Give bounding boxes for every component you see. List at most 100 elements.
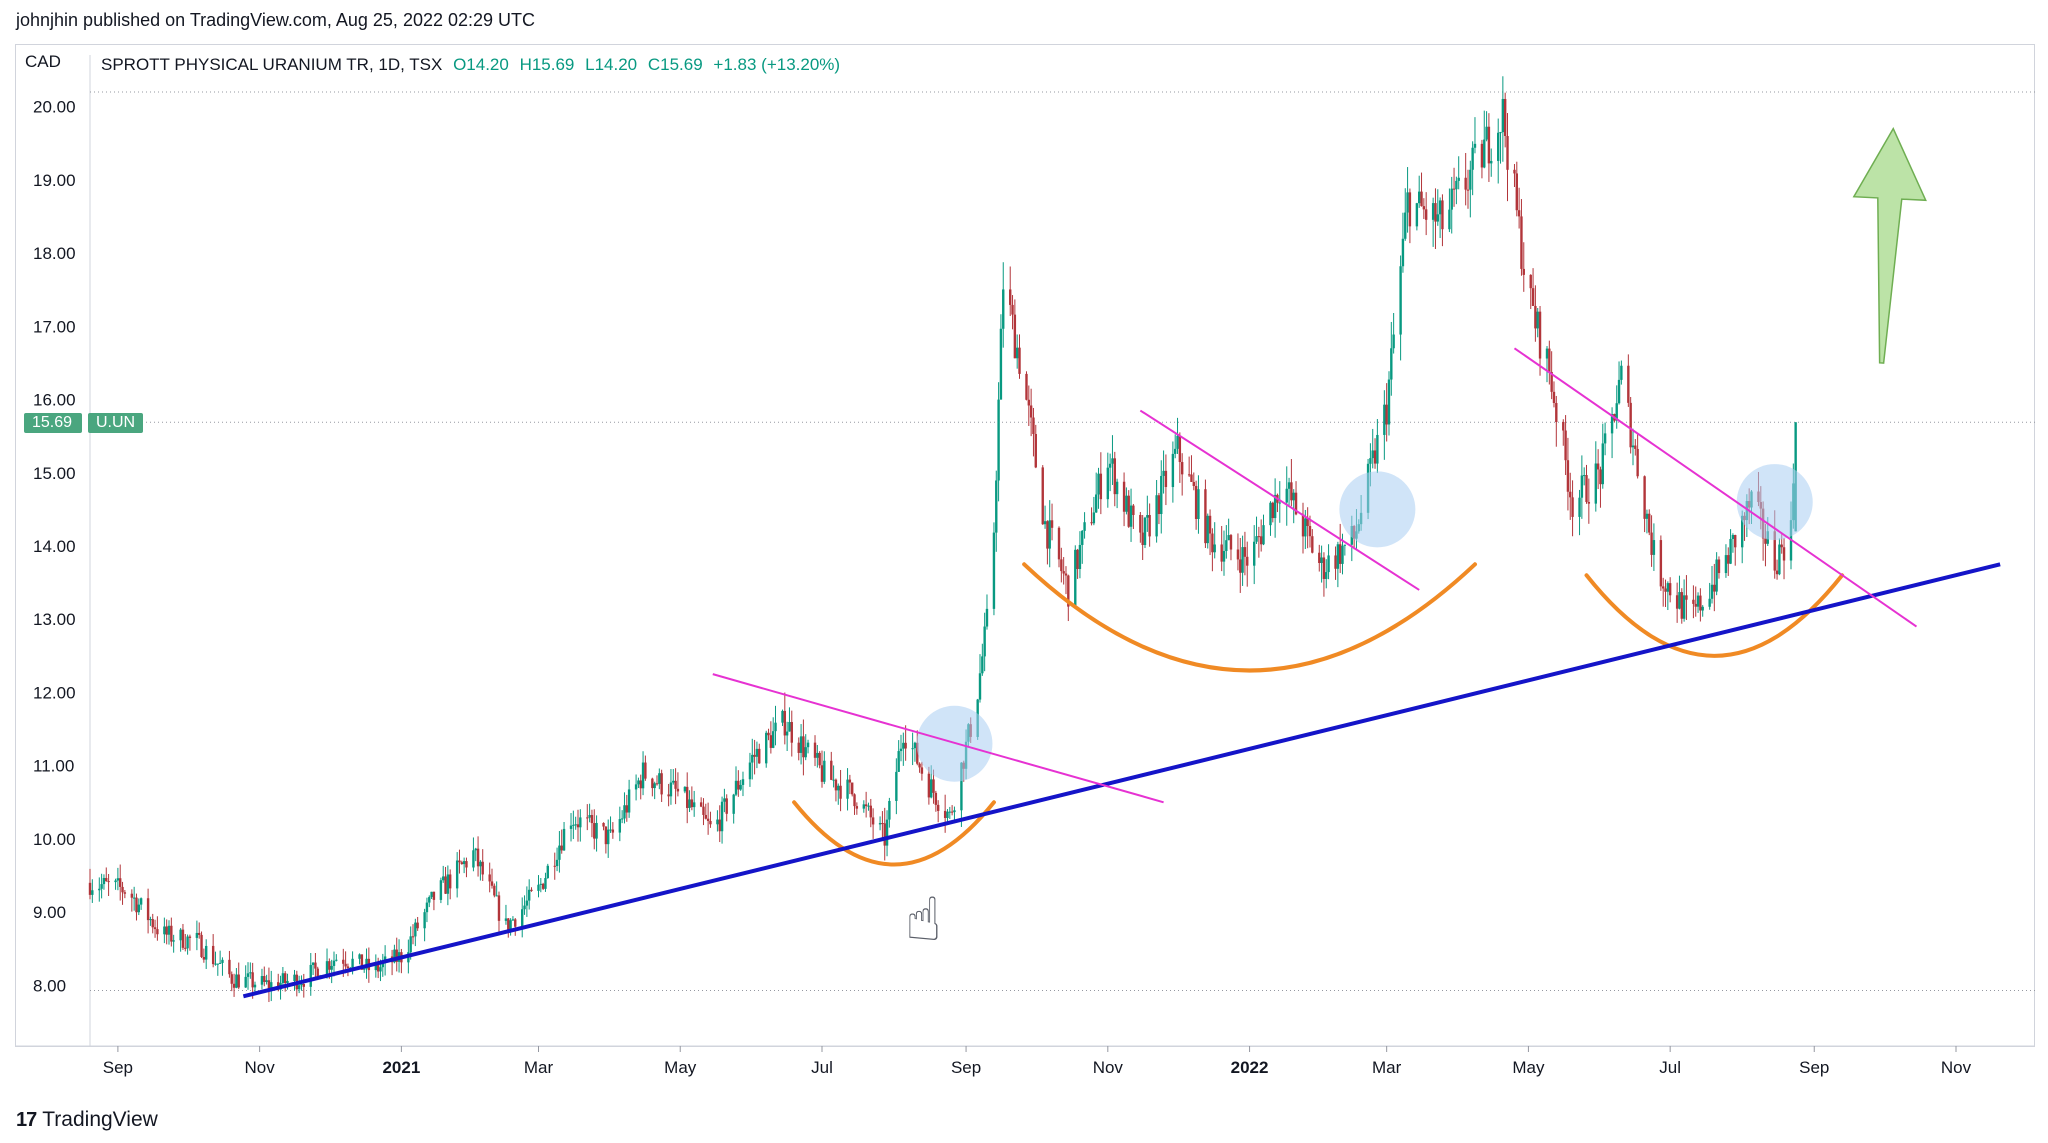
candle-body bbox=[281, 973, 285, 983]
candle-body bbox=[1668, 583, 1672, 596]
resistance-trendline bbox=[1513, 347, 1918, 628]
candle-body bbox=[1694, 603, 1697, 607]
legend-high: H15.69 bbox=[519, 55, 575, 74]
candle-body bbox=[1273, 494, 1277, 519]
candle-body bbox=[1569, 491, 1572, 498]
candle-body bbox=[1204, 489, 1207, 544]
candle-body bbox=[297, 985, 301, 990]
candle-body bbox=[1032, 417, 1035, 434]
candle-body bbox=[1731, 535, 1735, 539]
candle-body bbox=[1060, 559, 1063, 572]
candle-body bbox=[1336, 544, 1340, 569]
legend-symbol[interactable]: SPROTT PHYSICAL URANIUM TR, 1D, TSX bbox=[101, 55, 443, 74]
candle-body bbox=[702, 806, 705, 815]
y-tick-label: 18.00 bbox=[33, 244, 76, 263]
candle-body bbox=[102, 877, 106, 885]
candle-body bbox=[1094, 494, 1098, 513]
candle-body bbox=[527, 889, 531, 901]
x-tick-label: Sep bbox=[951, 1058, 981, 1077]
candle-body bbox=[832, 779, 835, 781]
candle-body bbox=[293, 974, 296, 982]
candle-body bbox=[442, 876, 445, 881]
candle-body bbox=[853, 794, 856, 807]
candle-body bbox=[1318, 552, 1321, 563]
candle-body bbox=[1197, 489, 1200, 519]
candle-body bbox=[572, 824, 575, 826]
candle-body bbox=[544, 878, 547, 889]
candle-body bbox=[802, 736, 805, 758]
candle-body bbox=[1404, 212, 1407, 239]
candle-body bbox=[1057, 527, 1061, 560]
x-tick-label: 2021 bbox=[382, 1058, 420, 1077]
candle-body bbox=[448, 874, 452, 889]
candle-body bbox=[1097, 473, 1100, 495]
candle-body bbox=[1122, 481, 1126, 512]
candle-body bbox=[105, 877, 108, 882]
x-tick-label: Sep bbox=[1799, 1058, 1829, 1077]
candle-body bbox=[439, 880, 443, 900]
candle-body bbox=[948, 811, 951, 813]
candle-body bbox=[1685, 595, 1688, 600]
x-tick-label: Mar bbox=[524, 1058, 554, 1077]
candle-body bbox=[1108, 463, 1112, 468]
candle-body bbox=[1661, 586, 1665, 589]
x-tick-label: Jul bbox=[811, 1058, 833, 1077]
candle-body bbox=[1067, 575, 1070, 607]
candle-body bbox=[546, 865, 549, 879]
candle-body bbox=[804, 747, 807, 758]
candle-body bbox=[1627, 365, 1630, 403]
candle-body bbox=[425, 902, 429, 913]
candle-body bbox=[881, 823, 884, 825]
candle-body bbox=[1013, 314, 1017, 359]
x-tick-label: Sep bbox=[103, 1058, 133, 1077]
candle-body bbox=[1174, 448, 1177, 454]
candle-body bbox=[943, 810, 947, 818]
candle-body bbox=[1211, 533, 1214, 553]
candle-body bbox=[960, 762, 963, 811]
candle-body bbox=[151, 919, 154, 928]
candle-body bbox=[107, 881, 110, 883]
candle-body bbox=[504, 918, 508, 921]
candle-body bbox=[1715, 559, 1718, 592]
candle-body bbox=[1062, 571, 1065, 574]
candle-body bbox=[1383, 404, 1386, 435]
candle-body bbox=[302, 984, 305, 987]
candle-body bbox=[985, 608, 989, 627]
candle-body bbox=[444, 876, 447, 894]
candle-body bbox=[658, 773, 661, 784]
candle-body bbox=[1225, 540, 1228, 552]
candle-body bbox=[1236, 549, 1240, 560]
candle-body bbox=[674, 780, 677, 789]
candle-body bbox=[200, 934, 203, 958]
candle-body bbox=[855, 806, 859, 809]
candle-body bbox=[1325, 572, 1328, 579]
candle-body bbox=[1143, 517, 1147, 546]
candle-body bbox=[1287, 482, 1291, 489]
candle-body bbox=[1615, 403, 1618, 421]
candle-body bbox=[1099, 473, 1103, 500]
candle-body bbox=[1129, 505, 1133, 527]
footer-brand[interactable]: 17 TradingView bbox=[16, 1108, 158, 1132]
candle-body bbox=[783, 710, 787, 736]
resistance-trendline bbox=[1139, 409, 1420, 591]
candle-body bbox=[202, 957, 206, 960]
candle-body bbox=[1634, 445, 1637, 449]
candle-body bbox=[539, 883, 543, 885]
candle-body bbox=[593, 823, 596, 839]
candle-body bbox=[1780, 544, 1783, 548]
candle-body bbox=[1146, 515, 1149, 518]
candle-body bbox=[1469, 169, 1472, 190]
candle-body bbox=[1708, 598, 1711, 607]
candle-body bbox=[913, 742, 917, 749]
candle-body bbox=[1127, 495, 1130, 527]
candle-body bbox=[1192, 481, 1195, 486]
candle-body bbox=[574, 824, 577, 826]
candle-body bbox=[237, 974, 240, 988]
candle-body bbox=[1074, 549, 1077, 607]
candle-body bbox=[790, 722, 793, 743]
candle-body bbox=[918, 763, 921, 768]
candle-body bbox=[995, 480, 998, 533]
candle-body bbox=[1262, 525, 1265, 545]
candle-body bbox=[1601, 443, 1604, 485]
